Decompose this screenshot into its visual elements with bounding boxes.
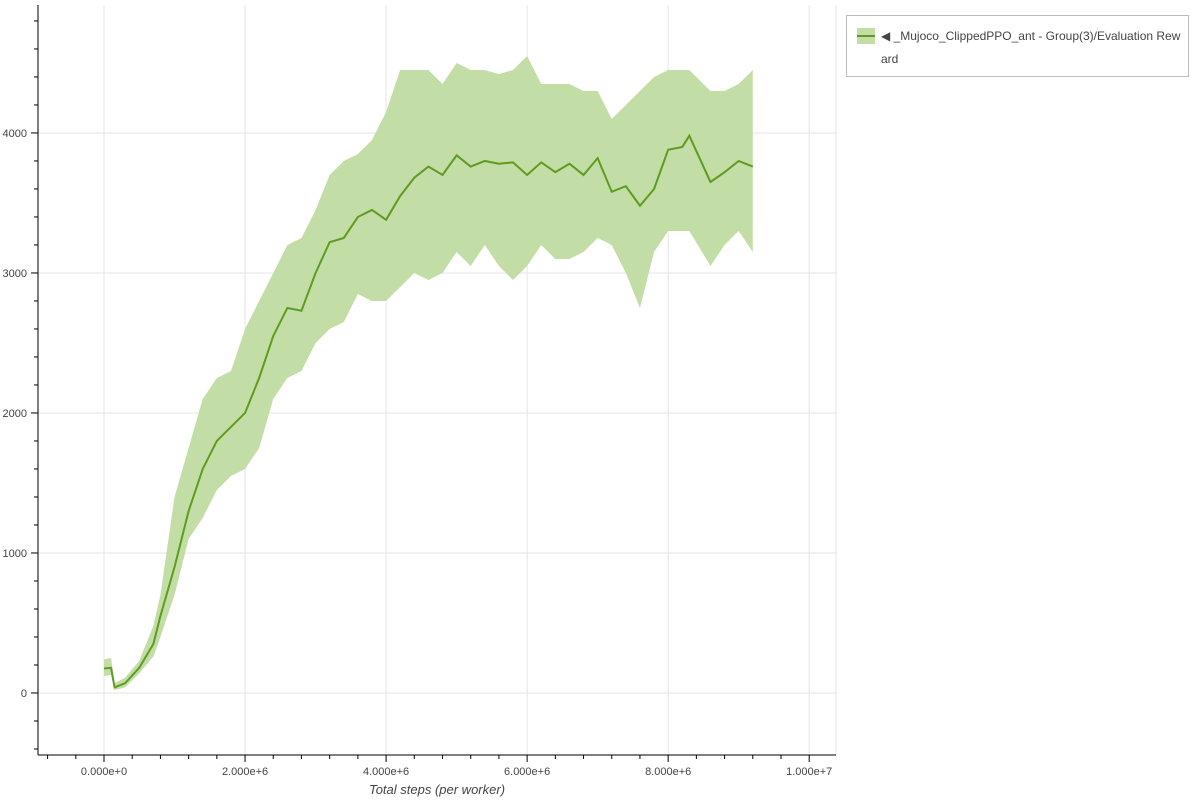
y-tick-label: 4000 <box>3 128 27 140</box>
series-band <box>104 55 753 691</box>
series-line <box>103 133 754 689</box>
x-tick-label: 0.000e+0 <box>81 766 127 778</box>
axes: 0.000e+0 2.000e+6 4.000e+6 6.000e+6 8.000e+6… <box>3 5 836 778</box>
x-tick-label: 8.000e+6 <box>645 766 691 778</box>
x-tick-label: 1.000e+7 <box>786 766 832 778</box>
y-tick-label: 0 <box>21 688 27 700</box>
legend-swatch <box>857 28 875 44</box>
y-tick-label: 2000 <box>3 408 27 420</box>
legend[interactable]: ◀ _Mujoco_ClippedPPO_ant - Group(3)/Eval… <box>846 15 1189 77</box>
x-axis-label: Total steps (per worker) <box>369 782 505 797</box>
x-tick-label: 6.000e+6 <box>504 766 550 778</box>
x-tick-label: 4.000e+6 <box>363 766 409 778</box>
y-tick-label: 1000 <box>3 548 27 560</box>
y-tick-label: 3000 <box>3 268 27 280</box>
x-tick-label: 2.000e+6 <box>222 766 268 778</box>
legend-label[interactable]: ◀ _Mujoco_ClippedPPO_ant - Group(3)/Eval… <box>881 29 1181 66</box>
